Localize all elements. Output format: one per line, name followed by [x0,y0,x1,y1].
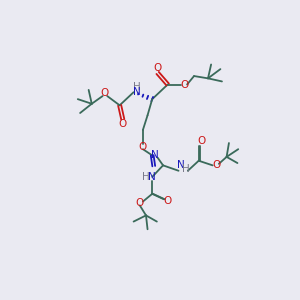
Text: O: O [181,80,189,89]
Text: N: N [148,172,156,182]
Text: O: O [118,119,127,129]
Text: O: O [212,160,221,170]
Text: N: N [177,160,185,170]
Text: O: O [100,88,108,98]
Text: O: O [135,198,143,208]
Text: H: H [182,164,190,174]
Text: O: O [197,136,205,146]
Text: O: O [139,142,147,152]
Text: O: O [154,63,162,73]
Text: N: N [133,87,141,97]
Text: O: O [164,196,172,206]
Text: N: N [152,150,159,160]
Text: H: H [142,172,150,182]
Text: H: H [133,82,141,92]
